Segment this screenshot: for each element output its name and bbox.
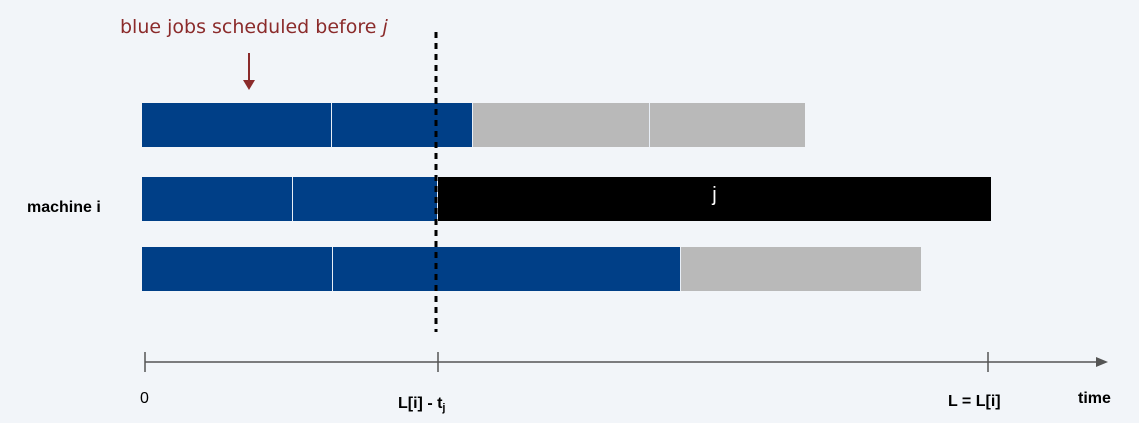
- job-j-block: j: [437, 177, 991, 221]
- axis-tick-end: L = L[i]: [948, 393, 1001, 410]
- axis-tick-zero: 0: [140, 390, 149, 407]
- row1-blue-job-2: [331, 103, 472, 147]
- row3-blue-job-1: [142, 247, 332, 291]
- row3-blue-job-2: [332, 247, 680, 291]
- down-arrow-icon: [243, 53, 255, 90]
- row2-blue-job-1: [142, 177, 292, 221]
- axis-tick-start-j: L[i] - tj: [398, 395, 446, 414]
- row1-gray-job-1: [472, 103, 649, 147]
- row1-blue-job-1: [142, 103, 331, 147]
- row3-gray-job-1: [680, 247, 921, 291]
- time-axis: [144, 352, 1108, 372]
- job-j-label: j: [712, 183, 717, 206]
- axis-label-time: time: [1078, 390, 1111, 407]
- row2-blue-job-2: [292, 177, 437, 221]
- row1-gray-job-2: [649, 103, 805, 147]
- machine-label: machine i: [27, 199, 101, 216]
- annotation-text: blue jobs scheduled before j: [120, 16, 388, 38]
